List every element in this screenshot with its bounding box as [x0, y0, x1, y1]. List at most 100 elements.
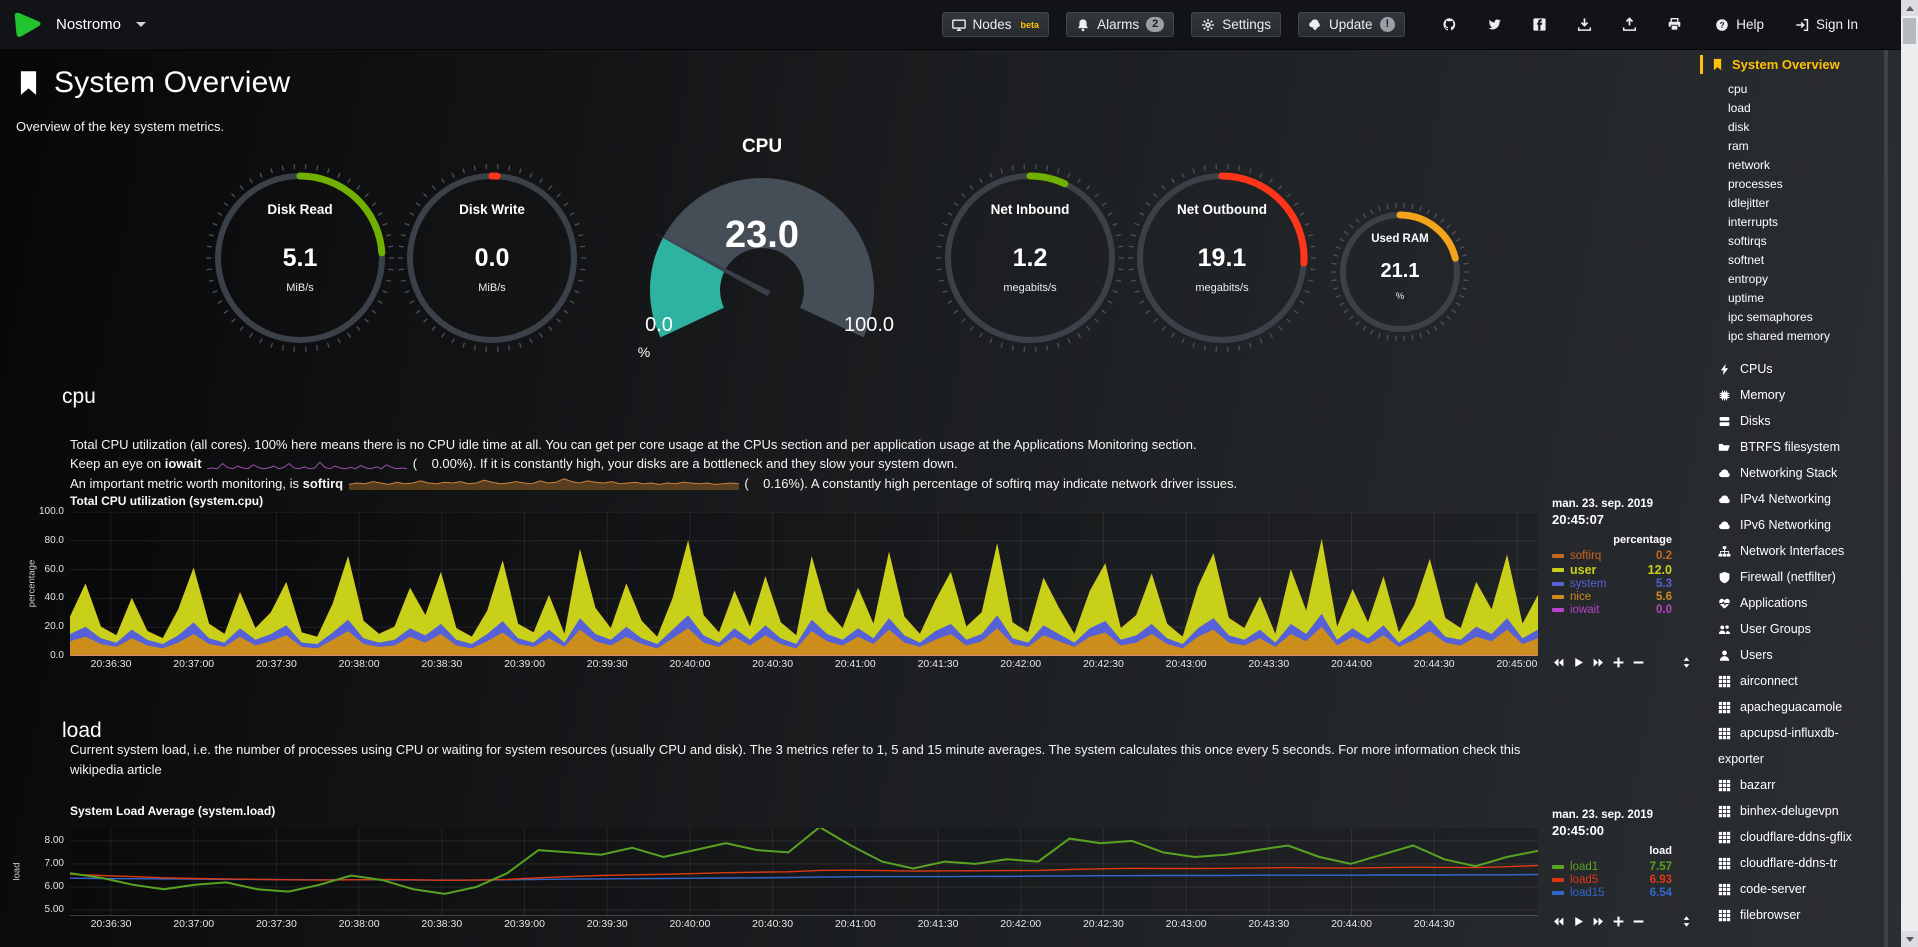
- sidebar-subsection-item[interactable]: idlejitter: [1728, 196, 1770, 210]
- sidebar-section-item[interactable]: CPUs: [1700, 356, 1882, 382]
- print-icon[interactable]: [1667, 17, 1682, 32]
- disk-read-gauge[interactable]: Disk Read 5.1 MiB/s: [200, 158, 400, 358]
- sidebar-section-item[interactable]: cloudflare-ddns-tr: [1700, 850, 1882, 876]
- sidebar-subsection-item[interactable]: interrupts: [1728, 215, 1779, 229]
- sidebar-section-item[interactable]: Memory: [1700, 382, 1882, 408]
- sidebar-section-item[interactable]: Networking Stack: [1700, 460, 1882, 486]
- sidebar-subsection-item[interactable]: ipc semaphores: [1728, 310, 1813, 324]
- sidebar-section-item[interactable]: filebrowser: [1700, 902, 1882, 928]
- softirq-sparkline[interactable]: [348, 475, 739, 491]
- scroll-thumb[interactable]: [1903, 18, 1916, 44]
- twitter-icon[interactable]: [1487, 17, 1502, 32]
- scroll-down-arrow[interactable]: [1901, 931, 1918, 947]
- legend-swatch-icon: [1552, 594, 1564, 599]
- x-tick-label: 20:44:00: [1331, 918, 1372, 930]
- play-icon[interactable]: [1572, 656, 1585, 669]
- sidebar-subsection-item[interactable]: entropy: [1728, 272, 1769, 286]
- sign-in-button[interactable]: Sign In: [1795, 17, 1858, 32]
- legend-row[interactable]: user 12.0: [1552, 562, 1672, 577]
- cpu-chart-plot[interactable]: [70, 512, 1538, 656]
- update-button[interactable]: Update !: [1297, 11, 1406, 38]
- sidebar-section-item[interactable]: User Groups: [1700, 616, 1882, 642]
- net-outbound-gauge[interactable]: Net Outbound 19.1 megabits/s: [1122, 158, 1322, 358]
- sidebar-section-item[interactable]: apcupsd-influxdb-exporter: [1700, 720, 1882, 772]
- sidebar-item-system-overview[interactable]: System Overview: [1700, 55, 1882, 74]
- legend-row[interactable]: system 5.3: [1552, 577, 1672, 590]
- sidebar-section-item[interactable]: Applications: [1700, 590, 1882, 616]
- help-button[interactable]: Help: [1715, 17, 1764, 32]
- page-scrollbar[interactable]: [1901, 0, 1918, 947]
- sidebar-section-item[interactable]: bazarr: [1700, 772, 1882, 798]
- export-snapshot-icon[interactable]: [1577, 17, 1592, 32]
- sidebar-section-item[interactable]: Firewall (netfilter): [1700, 564, 1882, 590]
- zoom-in-icon[interactable]: [1612, 915, 1625, 928]
- cpu-gauge[interactable]: CPU 23.0 0.0 100.0 %: [622, 122, 902, 362]
- legend-row[interactable]: load5 6.93: [1552, 873, 1672, 886]
- sidebar-section-label: Disks: [1740, 414, 1771, 428]
- sidebar-section-item[interactable]: cloudflare-ddns-gflix: [1700, 824, 1882, 850]
- sidebar-subsection-item[interactable]: cpu: [1728, 82, 1748, 96]
- legend-swatch-icon: [1552, 581, 1564, 586]
- pan-forward-icon[interactable]: [1592, 656, 1605, 669]
- sidebar-subsection-item[interactable]: ram: [1728, 139, 1749, 153]
- resize-handle-icon[interactable]: [1680, 656, 1693, 669]
- zoom-out-icon[interactable]: [1632, 656, 1645, 669]
- load-chart-plot[interactable]: [70, 828, 1538, 916]
- x-tick-label: 20:42:00: [1000, 918, 1042, 930]
- sidebar-subsection-item[interactable]: disk: [1728, 120, 1750, 134]
- sidebar-section-item[interactable]: Network Interfaces: [1700, 538, 1882, 564]
- facebook-icon[interactable]: [1532, 17, 1547, 32]
- sidebar-section-item[interactable]: Users: [1700, 642, 1882, 668]
- disk-write-gauge[interactable]: Disk Write 0.0 MiB/s: [392, 158, 592, 358]
- sidebar-subsection-item[interactable]: softnet: [1728, 253, 1765, 267]
- cloud-icon: [1718, 518, 1740, 532]
- sidebar-subsection-item[interactable]: load: [1728, 101, 1751, 115]
- legend-series-value: 0.2: [1656, 549, 1672, 562]
- pan-backward-icon[interactable]: [1552, 915, 1565, 928]
- net-inbound-gauge[interactable]: Net Inbound 1.2 megabits/s: [930, 158, 1130, 358]
- sidebar-section-item[interactable]: IPv4 Networking: [1700, 486, 1882, 512]
- pan-forward-icon[interactable]: [1592, 915, 1605, 928]
- import-snapshot-icon[interactable]: [1622, 17, 1637, 32]
- sidebar-subsection-item[interactable]: processes: [1728, 177, 1783, 191]
- legend-row[interactable]: load15 6.54: [1552, 886, 1672, 899]
- sidebar-section-item[interactable]: BTRFS filesystem: [1700, 434, 1882, 460]
- zoom-out-icon[interactable]: [1632, 915, 1645, 928]
- sidebar-subsections: cpu load disk ram network processes idlejitter…: [1700, 80, 1882, 346]
- resize-handle-icon[interactable]: [1680, 915, 1693, 928]
- wikipedia-link[interactable]: wikipedia article: [70, 762, 162, 777]
- sidebar-subsection-item[interactable]: uptime: [1728, 291, 1765, 305]
- iowait-sparkline[interactable]: [207, 456, 408, 471]
- alarms-button[interactable]: Alarms 2: [1066, 11, 1175, 38]
- sidebar-section-item[interactable]: apacheguacamole: [1700, 694, 1882, 720]
- github-icon[interactable]: [1442, 17, 1457, 32]
- gauge-title: CPU: [741, 136, 783, 157]
- sidebar-section-label: apcupsd-influxdb-exporter: [1718, 726, 1839, 766]
- legend-row[interactable]: nice 5.6: [1552, 590, 1672, 603]
- sidebar-section-item[interactable]: Disks: [1700, 408, 1882, 434]
- sidebar-scrollbar[interactable]: [1884, 49, 1888, 947]
- legend-row[interactable]: softirq 0.2: [1552, 549, 1672, 562]
- sidebar-subsection-item[interactable]: network: [1728, 158, 1771, 172]
- nodes-button[interactable]: Nodes beta: [941, 11, 1050, 38]
- sidebar-section-item[interactable]: binhex-delugevpn: [1700, 798, 1882, 824]
- zoom-in-icon[interactable]: [1612, 656, 1625, 669]
- play-icon[interactable]: [1572, 915, 1585, 928]
- gauge-min-label: 0.0: [645, 314, 673, 336]
- brand[interactable]: Nostromo: [12, 9, 147, 40]
- scroll-up-arrow[interactable]: [1901, 0, 1918, 16]
- sidebar-section-item[interactable]: code-server: [1700, 876, 1882, 902]
- sidebar-sections: CPUs Memory Disks BTRFS filesystem Netwo…: [1700, 356, 1882, 928]
- legend-row[interactable]: load1 7.57: [1552, 860, 1672, 873]
- sidebar-subsection-item[interactable]: ipc shared memory: [1728, 329, 1831, 343]
- x-tick-label: 20:39:00: [504, 918, 545, 930]
- legend-row[interactable]: iowait 0.0: [1552, 603, 1672, 616]
- sidebar-section-item[interactable]: IPv6 Networking: [1700, 512, 1882, 538]
- settings-button[interactable]: Settings: [1191, 11, 1281, 38]
- load-chart-toolbox: [1552, 915, 1693, 928]
- sidebar-subsection-item[interactable]: softirqs: [1728, 234, 1767, 248]
- used-ram-gauge[interactable]: Used RAM 21.1 %: [1325, 197, 1475, 347]
- sidebar-section-item[interactable]: airconnect: [1700, 668, 1882, 694]
- x-tick-label: 20:37:00: [173, 658, 215, 670]
- pan-backward-icon[interactable]: [1552, 656, 1565, 669]
